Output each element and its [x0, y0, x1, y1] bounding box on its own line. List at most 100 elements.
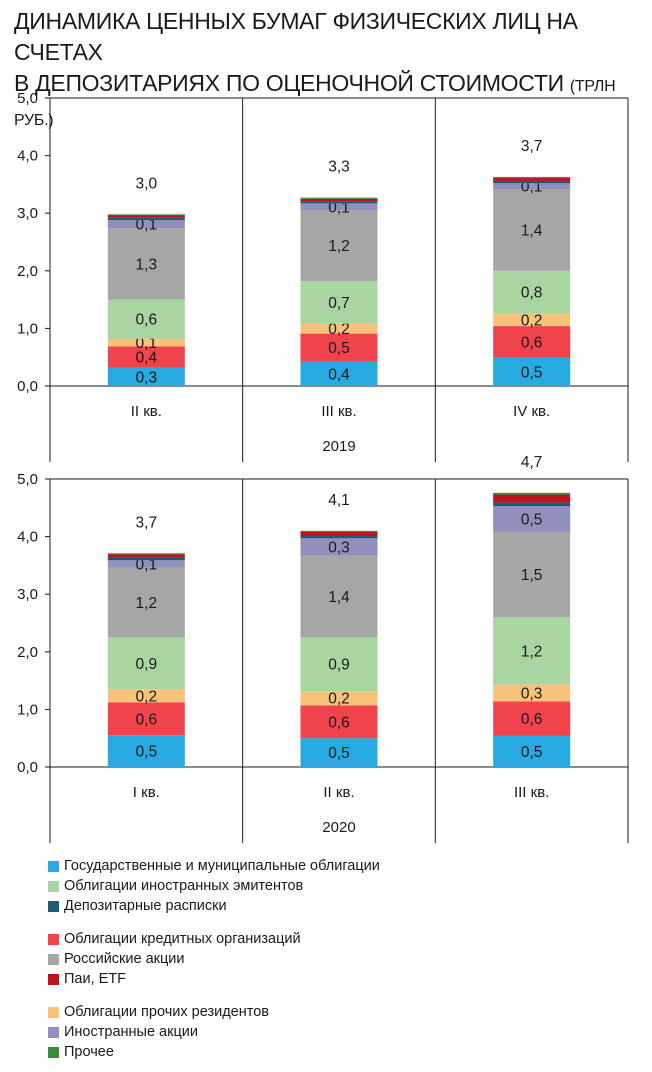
- panel-2020-data-label-foreign_bonds: 0,9: [136, 656, 158, 673]
- panel-2019-data-label-gov_bonds: 0,4: [328, 366, 350, 383]
- panel-2020-bar-foreign_shares: [300, 538, 378, 556]
- panel-2019-y-tick-label: 1,0: [17, 320, 38, 337]
- panel-2019-bar-other: [107, 214, 185, 216]
- panel-2020-bar-foreign_bonds: [300, 637, 378, 691]
- panel-2020-category-label: III кв.: [514, 784, 549, 801]
- legend-item-russian_shares: Российские акции: [48, 949, 608, 969]
- legend-item-gov_bonds: Государственные и муниципальные облигаци…: [48, 856, 608, 876]
- panel-2019-y-tick-label: 3,0: [17, 205, 38, 222]
- panel-2019-data-label-credit_org_bonds: 0,5: [328, 340, 350, 357]
- panel-2020-data-label-russian_shares: 1,4: [328, 589, 350, 606]
- panel-2019-data-label-credit_org_bonds: 0,6: [521, 334, 543, 351]
- panel-2019-group-label: 2019: [322, 438, 355, 455]
- panel-2019-bar-credit_org_bonds: [300, 333, 378, 362]
- chart-title-line-1: ДИНАМИКА ЦЕННЫХ БУМАГ ФИЗИЧЕСКИХ ЛИЦ НА …: [14, 8, 578, 65]
- panel-2020-bar-other_resident_bonds: [107, 689, 185, 703]
- panel-2020-bar-russian_shares: [107, 567, 185, 638]
- legend: Государственные и муниципальные облигаци…: [48, 856, 608, 1062]
- panel-2020-bar-russian_shares: [300, 555, 378, 638]
- panel-2019-bar-credit_org_bonds: [493, 326, 571, 358]
- panel-2019-data-label-credit_org_bonds: 0,4: [136, 349, 158, 366]
- panel-2019-bar-russian_shares: [493, 189, 571, 271]
- panel-2020-bar-other: [493, 492, 571, 495]
- panel-2020-bar-other: [107, 553, 185, 555]
- panel-2019-data-label-other_resident_bonds: 0,2: [521, 312, 543, 329]
- panel-2019-data-label-foreign_bonds: 0,7: [328, 295, 350, 312]
- panel-2019-data-label-foreign_shares: 0,1: [328, 199, 350, 216]
- panel-2020-data-label-other_resident_bonds: 0,2: [136, 688, 158, 705]
- panel-2020-y-tick-label: 2,0: [17, 644, 38, 661]
- legend-item-other: Прочее: [48, 1042, 608, 1062]
- legend-swatch-russian_shares: [48, 954, 59, 965]
- panel-2020-data-label-foreign_bonds: 0,9: [328, 657, 350, 674]
- panel-2019-category-label: III кв.: [321, 403, 356, 420]
- panel-2020-bar-foreign_shares: [493, 506, 571, 532]
- panel-2020-bar-gov_bonds: [107, 735, 185, 767]
- panel-2019-bar-foreign_shares: [493, 183, 571, 190]
- legend-label-foreign_shares: Иностранные акции: [64, 1024, 198, 1040]
- panel-2019-bar-depositary_receipts: [300, 201, 378, 204]
- panel-2020-data-label-gov_bonds: 0,5: [136, 744, 158, 761]
- panel-2020-bar-gov_bonds: [300, 738, 378, 767]
- panel-2020-category-label: I кв.: [133, 784, 160, 801]
- panel-2019-data-label-russian_shares: 1,2: [328, 238, 350, 255]
- panel-2020-data-label-credit_org_bonds: 0,6: [521, 711, 543, 728]
- panel-2019-bar-credit_org_bonds: [107, 346, 185, 368]
- panel-2020-data-label-russian_shares: 1,2: [136, 595, 158, 612]
- panel-2019-bar-foreign_bonds: [107, 299, 185, 339]
- panel-2019-data-label-russian_shares: 1,4: [521, 222, 543, 239]
- panel-2019-data-label-gov_bonds: 0,5: [521, 364, 543, 381]
- panel-2019-bar-foreign_bonds: [493, 270, 571, 314]
- panel-2020-data-label-foreign_shares: 0,5: [521, 512, 543, 529]
- legend-label-funds_etf: Паи, ETF: [64, 971, 127, 987]
- legend-swatch-gov_bonds: [48, 861, 59, 872]
- panel-2019-data-label-other_resident_bonds: 0,2: [328, 321, 350, 338]
- stacked-bar-charts: 0,01,02,03,04,05,00,30,40,10,61,30,13,0I…: [17, 90, 629, 843]
- panel-2019-bar-depositary_receipts: [493, 180, 571, 184]
- panel-2019-data-label-foreign_bonds: 0,6: [136, 312, 158, 329]
- panel-2020-bar-other_resident_bonds: [493, 684, 571, 702]
- legend-label-gov_bonds: Государственные и муниципальные облигаци…: [64, 858, 380, 874]
- panel-2020-data-label-foreign_shares: 0,3: [328, 539, 350, 556]
- panel-2020-category-label: II кв.: [323, 784, 354, 801]
- legend-swatch-depositary_receipts: [48, 901, 59, 912]
- panel-2020-bar-credit_org_bonds: [493, 701, 571, 736]
- panel-2020-bar-foreign_bonds: [493, 617, 571, 685]
- panel-2019-bar-foreign_shares: [300, 203, 378, 211]
- panel-2020-group-label: 2020: [322, 819, 355, 836]
- panel-2019-bar-other_resident_bonds: [300, 323, 378, 334]
- panel-2019-total-label: 3,3: [328, 159, 350, 176]
- panel-2020-data-label-foreign_shares: 0,1: [136, 556, 158, 573]
- legend-item-credit_org_bonds: Облигации кредитных организаций: [48, 929, 608, 949]
- legend-swatch-foreign_shares: [48, 1027, 59, 1038]
- legend-label-depositary_receipts: Депозитарные расписки: [64, 898, 227, 914]
- chart-title-line-2-text: В ДЕПОЗИТАРИЯХ ПО ОЦЕНОЧНОЙ СТОИМОСТИ: [14, 70, 564, 96]
- legend-swatch-other: [48, 1047, 59, 1058]
- chart-title-unit: (ТРЛН РУБ.): [14, 78, 616, 129]
- panel-2020-bar-funds_etf: [300, 531, 378, 537]
- panel-2020-bar-foreign_shares: [107, 560, 185, 568]
- panel-2020-total-label: 3,7: [136, 514, 158, 531]
- panel-2020-data-label-gov_bonds: 0,5: [521, 744, 543, 761]
- legend-label-credit_org_bonds: Облигации кредитных организаций: [64, 931, 301, 947]
- legend-item-depositary_receipts: Депозитарные расписки: [48, 896, 608, 916]
- legend-swatch-foreign_bonds: [48, 881, 59, 892]
- legend-label-other_resident_bonds: Облигации прочих резидентов: [64, 1004, 269, 1020]
- panel-2019-bar-gov_bonds: [493, 357, 571, 386]
- panel-2019-bar-depositary_receipts: [107, 217, 185, 221]
- panel-2020-y-tick-label: 5,0: [17, 471, 38, 488]
- panel-2020-total-label: 4,7: [521, 454, 543, 471]
- panel-2019-bar-other_resident_bonds: [107, 338, 185, 347]
- panel-2020-bar-funds_etf: [493, 494, 571, 503]
- panel-2019-bar-other: [493, 176, 571, 179]
- panel-2020-bar-russian_shares: [493, 531, 571, 618]
- legend-item-other_resident_bonds: Облигации прочих резидентов: [48, 1002, 608, 1022]
- panel-2019-data-label-foreign_shares: 0,1: [136, 217, 158, 234]
- legend-label-russian_shares: Российские акции: [64, 951, 185, 967]
- panel-2020-bar-other: [300, 530, 378, 532]
- panel-2019-y-tick-label: 2,0: [17, 263, 38, 280]
- panel-2020-data-label-russian_shares: 1,5: [521, 567, 543, 584]
- panel-2019-data-label-gov_bonds: 0,3: [136, 369, 158, 386]
- legend-item-funds_etf: Паи, ETF: [48, 969, 608, 989]
- panel-2019-y-tick-label: 5,0: [17, 90, 38, 107]
